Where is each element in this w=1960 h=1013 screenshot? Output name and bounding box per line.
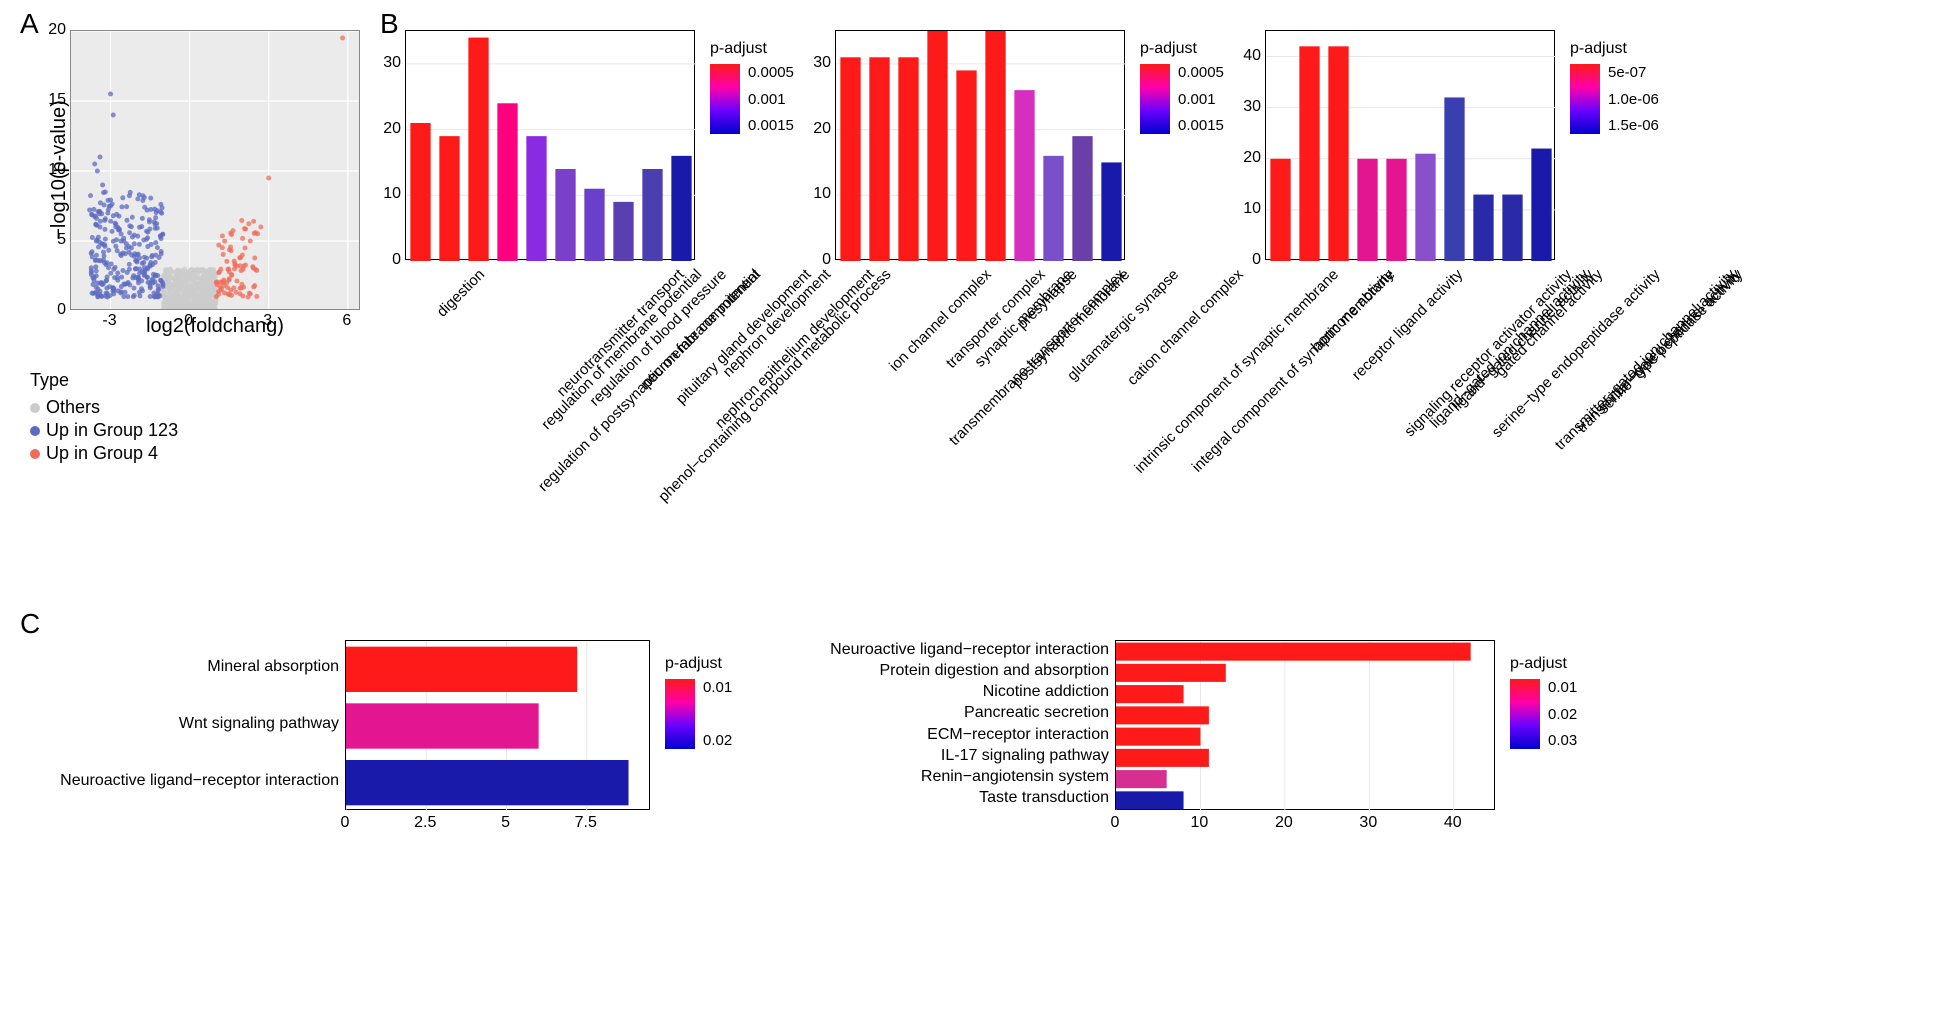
- legend-tick: 0.02: [703, 732, 732, 749]
- vbar-ytick: 30: [803, 54, 831, 72]
- legend-title: p-adjust: [710, 40, 794, 58]
- volcano-ytick: 20: [40, 21, 66, 39]
- legend-tick: 0.0005: [748, 64, 794, 81]
- legend-colorbar: [710, 64, 740, 134]
- volcano-xtick: 0: [179, 312, 199, 330]
- hbar-row-label: IL-17 signaling pathway: [941, 747, 1109, 765]
- hbar-xtick: 10: [1179, 814, 1219, 832]
- vbar-chart: [1265, 30, 1555, 260]
- hbar-xtick: 2.5: [405, 814, 445, 832]
- legend-label: Up in Group 4: [46, 443, 158, 463]
- volcano-xtick: -3: [100, 312, 120, 330]
- legend-tick: 0.0015: [748, 117, 794, 134]
- hbar-row-label: ECM−receptor interaction: [927, 726, 1109, 744]
- hbar-xtick: 30: [1348, 814, 1388, 832]
- vbar-ytick: 20: [803, 120, 831, 138]
- hbar-row-label: Wnt signaling pathway: [179, 715, 339, 733]
- volcano-ytick: 15: [40, 91, 66, 109]
- legend-tick: 0.001: [1178, 91, 1224, 108]
- vbar-ytick: 30: [1233, 98, 1261, 116]
- color-legend: p-adjust 0.01 0.02: [665, 655, 732, 749]
- legend-tick: 0.001: [748, 91, 794, 108]
- legend-item: Others: [30, 397, 178, 418]
- legend-label: Up in Group 123: [46, 420, 178, 440]
- volcano-xtick: 3: [258, 312, 278, 330]
- volcano-ytick: 10: [40, 161, 66, 179]
- legend-colorbar: [665, 679, 695, 749]
- hbar-chart: [1115, 640, 1495, 810]
- legend-title: p-adjust: [665, 655, 732, 673]
- hbar-xtick: 0: [325, 814, 365, 832]
- hbar-row-label: Nicotine addiction: [983, 683, 1109, 701]
- vbar-chart: [405, 30, 695, 260]
- legend-item: Up in Group 123: [30, 420, 178, 441]
- hbar-xtick: 40: [1433, 814, 1473, 832]
- vbar-xtick: serine−type peptidase activity: [1594, 266, 1745, 417]
- hbar-xtick: 7.5: [566, 814, 606, 832]
- legend-colorbar: [1510, 679, 1540, 749]
- vbar-ytick: 10: [803, 185, 831, 203]
- vbar-xtick: digestion: [433, 266, 487, 320]
- volcano-legend: Type Others Up in Group 123 Up in Group 4: [30, 370, 178, 464]
- hbar-chart: [345, 640, 650, 810]
- vbar-ytick: 40: [1233, 47, 1261, 65]
- hbar-row-label: Pancreatic secretion: [964, 704, 1109, 722]
- legend-tick: 5e-07: [1608, 64, 1659, 81]
- legend-label: Others: [46, 397, 100, 417]
- hbar-row-label: Mineral absorption: [207, 658, 339, 676]
- legend-swatch: [30, 403, 40, 413]
- legend-tick: 1.0e-06: [1608, 91, 1659, 108]
- vbar-ytick: 20: [373, 120, 401, 138]
- vbar-chart: [835, 30, 1125, 260]
- hbar-row-label: Renin−angiotensin system: [921, 768, 1109, 786]
- legend-tick: 0.0005: [1178, 64, 1224, 81]
- hbar-row-label: Neuroactive ligand−receptor interaction: [60, 772, 339, 790]
- legend-colorbar: [1570, 64, 1600, 134]
- legend-item: Up in Group 4: [30, 443, 178, 464]
- legend-tick: 0.01: [1548, 679, 1577, 696]
- vbar-ytick: 20: [1233, 149, 1261, 167]
- legend-colorbar: [1140, 64, 1170, 134]
- hbar-row-label: Taste transduction: [979, 789, 1109, 807]
- volcano-ytick: 5: [40, 231, 66, 249]
- vbar-ytick: 0: [1233, 251, 1261, 269]
- color-legend: p-adjust 0.0005 0.001 0.0015: [1140, 40, 1224, 134]
- legend-tick: 0.01: [703, 679, 732, 696]
- volcano-ytick: 0: [40, 301, 66, 319]
- legend-title: Type: [30, 370, 178, 391]
- color-legend: p-adjust 0.0005 0.001 0.0015: [710, 40, 794, 134]
- volcano-xtick: 6: [337, 312, 357, 330]
- legend-tick: 0.02: [1548, 706, 1577, 723]
- panel-label-b: B: [380, 8, 399, 40]
- hbar-xtick: 0: [1095, 814, 1135, 832]
- vbar-ytick: 0: [373, 251, 401, 269]
- color-legend: p-adjust 0.01 0.02 0.03: [1510, 655, 1577, 749]
- legend-swatch: [30, 426, 40, 436]
- legend-swatch: [30, 449, 40, 459]
- vbar-ytick: 30: [373, 54, 401, 72]
- vbar-ytick: 0: [803, 251, 831, 269]
- volcano-plot: [70, 30, 360, 310]
- legend-title: p-adjust: [1140, 40, 1224, 58]
- hbar-xtick: 5: [486, 814, 526, 832]
- legend-tick: 0.0015: [1178, 117, 1224, 134]
- legend-tick: 0.03: [1548, 732, 1577, 749]
- panel-label-a: A: [20, 8, 39, 40]
- legend-tick: 1.5e-06: [1608, 117, 1659, 134]
- legend-title: p-adjust: [1570, 40, 1659, 58]
- hbar-row-label: Protein digestion and absorption: [880, 662, 1110, 680]
- legend-title: p-adjust: [1510, 655, 1577, 673]
- hbar-row-label: Neuroactive ligand−receptor interaction: [830, 641, 1109, 659]
- vbar-ytick: 10: [373, 185, 401, 203]
- vbar-ytick: 10: [1233, 200, 1261, 218]
- panel-label-c: C: [20, 608, 40, 640]
- color-legend: p-adjust 5e-07 1.0e-06 1.5e-06: [1570, 40, 1659, 134]
- hbar-xtick: 20: [1264, 814, 1304, 832]
